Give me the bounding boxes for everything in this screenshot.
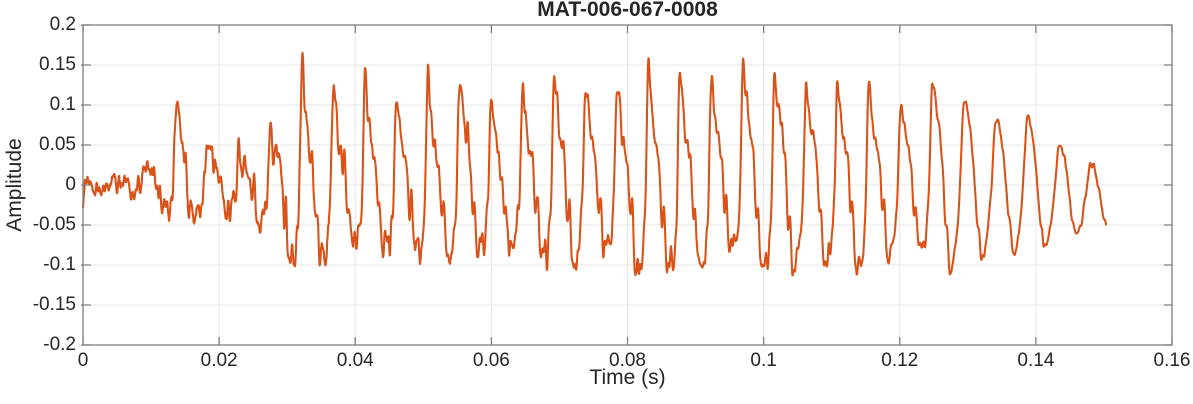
x-tick-label: 0 [77, 350, 89, 371]
x-tick-label: 0.02 [200, 350, 238, 371]
x-tick-label: 0.1 [750, 350, 777, 371]
y-tick-label: 0.15 [39, 54, 76, 75]
y-tick-label: 0.05 [39, 134, 76, 155]
y-tick-label: -0.1 [43, 254, 76, 275]
x-tick-label: 0.12 [881, 350, 919, 371]
y-tick-label: -0.15 [32, 294, 76, 315]
x-axis-label: Time (s) [589, 366, 666, 389]
x-tick-label: 0.06 [472, 350, 510, 371]
x-tick-label: 0.16 [1153, 350, 1191, 371]
x-tick-label: 0.08 [609, 350, 646, 371]
y-tick-label: -0.2 [43, 334, 76, 355]
x-tick-label: 0.04 [336, 350, 374, 371]
x-tick-label: 0.14 [1017, 350, 1055, 371]
y-tick-label: 0 [65, 174, 76, 195]
y-tick-label: 0.1 [49, 94, 76, 115]
chart-title: MAT-006-067-0008 [537, 0, 718, 21]
y-tick-label: 0.2 [49, 14, 76, 35]
y-tick-label: -0.05 [32, 214, 76, 235]
